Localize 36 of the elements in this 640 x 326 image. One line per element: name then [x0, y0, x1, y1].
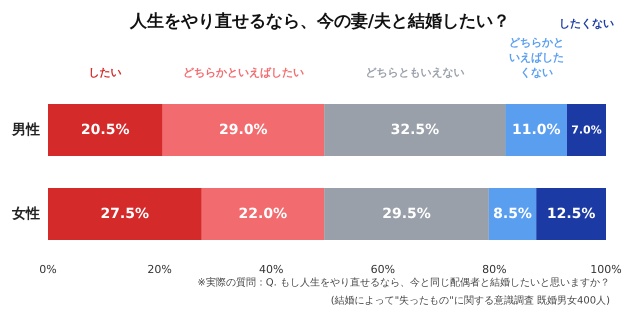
y-tick-label: 男性: [11, 122, 40, 138]
bar: [324, 188, 489, 240]
chart-title: 人生をやり直せるなら、今の妻/夫と結婚したい？: [128, 12, 510, 32]
x-tick-label: 20%: [147, 263, 172, 276]
data-label: 20.5%: [80, 122, 130, 138]
bar: [48, 104, 162, 156]
data-label: 11.0%: [512, 122, 561, 138]
x-tick-label: 40%: [258, 263, 284, 276]
x-tick-label: 60%: [370, 263, 396, 276]
text: どちらかといえばしたい: [182, 66, 304, 79]
bar: [48, 188, 202, 240]
data-label: 8.5%: [493, 206, 532, 222]
bar: [162, 104, 324, 156]
text: ※実際の質問：Q. もし人生をやり直せるなら、今と同じ配偶者と結婚したいと思いますか？: [197, 276, 610, 288]
x-tick-label: 100%: [590, 263, 622, 276]
data-label: 27.5%: [100, 206, 150, 222]
bar: [324, 104, 506, 156]
text: どちらかといえばしたくない: [508, 36, 564, 79]
text: (結婚によって"失ったもの"に関する意識調査 既婚男女400人): [330, 294, 610, 306]
text: どちらともいえない: [365, 66, 464, 79]
y-tick-label: 女性: [11, 206, 40, 222]
bar: [488, 188, 536, 240]
data-label: 7.0%: [571, 124, 602, 136]
text: したくない: [558, 17, 614, 30]
data-label: 12.5%: [546, 206, 596, 222]
bar: [536, 188, 606, 240]
bar: [201, 188, 324, 240]
data-label: 29.0%: [219, 122, 268, 138]
bar: [566, 104, 606, 156]
data-label: 22.0%: [238, 206, 288, 222]
x-tick-label: 80%: [482, 263, 507, 276]
data-label: 32.5%: [390, 122, 440, 138]
x-tick-label: 0%: [39, 263, 57, 276]
data-label: 29.5%: [382, 206, 431, 222]
bar: [506, 104, 567, 156]
text: したい: [88, 66, 122, 79]
